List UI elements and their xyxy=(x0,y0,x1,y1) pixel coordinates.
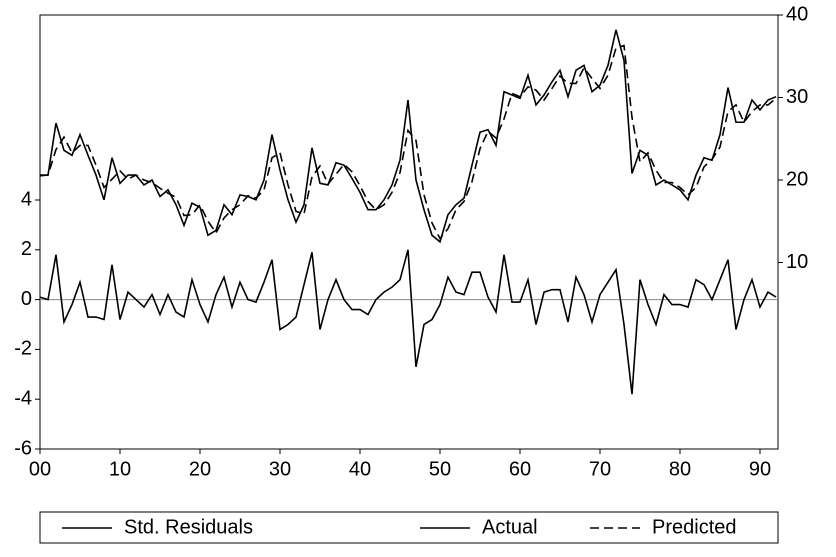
x-tick-label: 00 xyxy=(29,458,51,480)
x-tick-label: 10 xyxy=(109,458,131,480)
y-tick-label: -4 xyxy=(14,387,32,409)
x-tick-label: 50 xyxy=(429,458,451,480)
legend-label: Std. Residuals xyxy=(124,516,253,538)
series-line xyxy=(40,29,777,244)
series-line xyxy=(39,249,777,395)
y2-tick-label: 20 xyxy=(786,168,808,190)
y-tick-label: 2 xyxy=(21,238,32,260)
y-tick-label: 4 xyxy=(21,188,32,210)
y2-tick-label: 10 xyxy=(786,251,808,273)
y-tick-label: 0 xyxy=(21,288,32,310)
x-tick-label: 20 xyxy=(189,458,211,480)
legend-label: Actual xyxy=(482,516,538,538)
legend-label: Predicted xyxy=(652,516,737,538)
legend-frame xyxy=(39,511,779,544)
x-tick-label: 60 xyxy=(509,458,531,480)
plot-frame xyxy=(39,14,779,450)
x-tick-label: 40 xyxy=(349,458,371,480)
series-line xyxy=(39,44,777,241)
y2-tick-label: 30 xyxy=(786,86,808,108)
x-tick-label: 80 xyxy=(669,458,691,480)
x-tick-label: 70 xyxy=(589,458,611,480)
y2-tick-label: 40 xyxy=(786,3,808,25)
y-tick-label: -2 xyxy=(14,338,32,360)
x-tick-label: 90 xyxy=(749,458,771,480)
y-tick-label: -6 xyxy=(14,437,32,459)
x-tick-label: 30 xyxy=(269,458,291,480)
